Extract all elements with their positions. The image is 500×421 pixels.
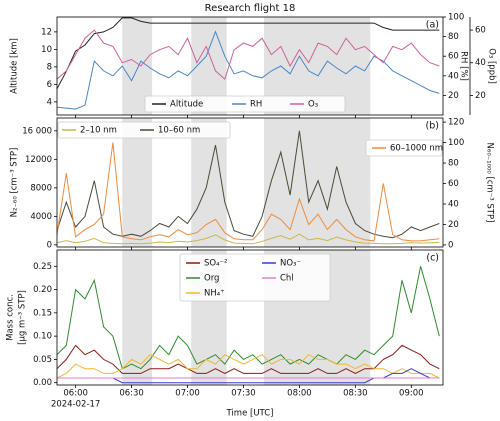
series-line — [56, 142, 440, 242]
y3-tick-label: 40 — [475, 58, 486, 68]
y2-tick-label: 100 — [448, 13, 464, 23]
legend-frame — [179, 253, 331, 302]
series-line — [57, 368, 440, 384]
y2-tick-label: 40 — [448, 71, 459, 81]
y-axis-label: N₂₋₆₀ [cm⁻³ STP] — [10, 148, 20, 218]
legend-label: 10–60 nm — [158, 126, 200, 136]
y2-axis-label: RH [%] — [459, 51, 469, 81]
y-axis-label: Altitude [km] — [10, 38, 20, 94]
panel-frame — [56, 117, 444, 248]
series-line — [56, 30, 440, 110]
legend-label: Org — [204, 274, 219, 284]
y2-tick-label: 20 — [448, 91, 459, 101]
series-line — [56, 266, 440, 370]
series-line — [56, 29, 440, 80]
legend-label: NO₃⁻ — [280, 259, 301, 269]
x-date-label: 2024-02-17 — [51, 400, 100, 410]
y-axis-label: [µg m⁻³ STP] — [18, 290, 28, 345]
series-line — [56, 344, 440, 374]
series-line — [56, 354, 440, 379]
panel-label: (c) — [426, 253, 439, 264]
legend-label: 60–1000 nm — [390, 144, 443, 154]
y-tick-label: 0.15 — [33, 308, 52, 318]
legend-label: 2–10 nm — [80, 126, 117, 136]
y2-tick-label: 0 — [448, 240, 453, 250]
legend-label: Altitude — [170, 100, 203, 110]
x-tick-label: 06:30 — [119, 389, 144, 399]
y3-tick-label: 60 — [475, 26, 486, 36]
shaded-band — [191, 118, 227, 247]
legend-label: SO₄⁻² — [204, 259, 227, 269]
y3-tick-label: 20 — [475, 91, 486, 101]
shaded-band — [122, 118, 153, 247]
y-tick-label: 0.00 — [33, 378, 52, 388]
x-tick-label: 08:00 — [287, 389, 312, 399]
legend-label: RH — [250, 100, 262, 110]
y-tick-label: 8000 — [30, 183, 52, 193]
series-line — [56, 130, 440, 239]
y-tick-label: 0 — [47, 240, 52, 250]
y-tick-label: 10 — [41, 45, 52, 55]
y-tick-label: 12 — [41, 27, 52, 37]
y-tick-label: 0.05 — [33, 355, 52, 365]
y2-tick-label: 40 — [448, 200, 459, 210]
y2-axis-label: N₆₀₋₁₀₀₀ [cm⁻³ STP] — [485, 143, 495, 223]
x-tick-label: 07:30 — [231, 389, 256, 399]
series-line — [56, 233, 440, 245]
y-tick-label: 4 — [47, 97, 52, 107]
x-tick-label: 07:00 — [175, 389, 200, 399]
x-tick-label: 08:30 — [343, 389, 368, 399]
x-axis-label: Time [UTC] — [226, 409, 274, 419]
y2-tick-label: 80 — [448, 159, 459, 169]
panel-label: (a) — [426, 20, 439, 31]
y2-tick-label: 120 — [448, 118, 464, 128]
chart-title: Research flight 18 — [205, 3, 296, 14]
panel-frame — [56, 249, 444, 386]
panel-frame — [56, 16, 444, 116]
legend-frame — [365, 139, 443, 157]
x-tick-label: 09:00 — [399, 389, 424, 399]
y2-tick-label: 20 — [448, 220, 459, 230]
y2-tick-label: 80 — [448, 32, 459, 42]
y3-axis-label: O₃ [ppb] — [487, 48, 497, 84]
y2-tick-label: 60 — [448, 52, 459, 62]
panel-label: (b) — [426, 121, 439, 132]
legend-label: O₃ — [308, 100, 318, 110]
y-tick-label: 0.10 — [33, 332, 52, 342]
legend-label: NH₄⁺ — [204, 289, 225, 299]
y2-tick-label: 60 — [448, 179, 459, 189]
y-tick-label: 4000 — [30, 212, 52, 222]
series-line — [56, 17, 440, 90]
legend-label: Chl — [280, 274, 294, 284]
y-tick-label: 16 000 — [22, 126, 52, 136]
x-tick-label: 06:00 — [63, 389, 88, 399]
y-tick-label: 6 — [47, 80, 52, 90]
y2-tick-label: 100 — [448, 138, 464, 148]
y-tick-label: 0.25 — [33, 262, 52, 272]
y-tick-label: 8 — [47, 62, 52, 72]
y-axis-label: Mass conc. — [6, 294, 16, 341]
y-tick-label: 0.20 — [33, 285, 52, 295]
y-tick-label: 12000 — [25, 155, 52, 165]
